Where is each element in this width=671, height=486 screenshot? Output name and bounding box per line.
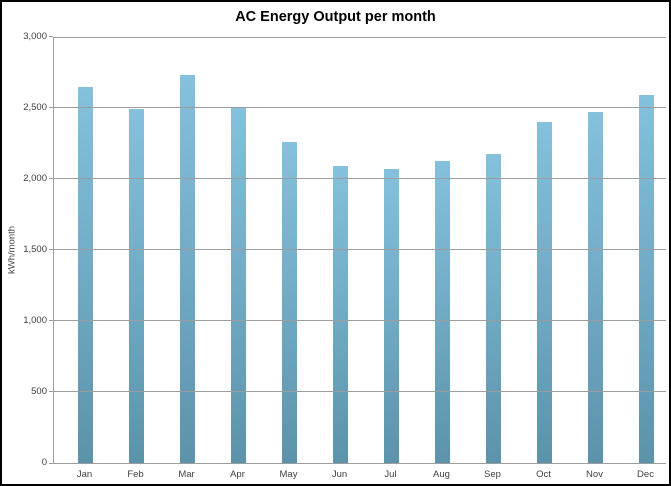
y-tick-3000 (49, 36, 53, 37)
gridline-1500 (54, 249, 666, 250)
bar-slot-mar (162, 37, 213, 463)
y-tick-label-500: 500 (31, 386, 47, 397)
x-tick-label-may: May (279, 469, 298, 480)
y-axis-labels: 0 500 1,000 1,500 2,000 2,500 3,000 (2, 31, 47, 468)
bar-slot-dec (621, 37, 669, 463)
y-tick-label-2000: 2,000 (23, 173, 47, 184)
x-tick-label-oct: Oct (536, 469, 551, 480)
y-tick-label-3000: 3,000 (23, 31, 47, 42)
bar-slot-jan (60, 37, 111, 463)
plot-area (49, 36, 666, 464)
x-tick-label-apr: Apr (230, 469, 245, 480)
bar-jun (333, 166, 348, 463)
x-tick-label-feb: Feb (127, 469, 144, 480)
bar-series (60, 37, 669, 463)
bar-slot-oct (519, 37, 570, 463)
bar-jul (384, 169, 399, 463)
x-tick-label-sep: Sep (484, 469, 501, 480)
gridline-3000 (54, 37, 666, 38)
y-tick-label-1500: 1,500 (23, 244, 47, 255)
x-axis-labels: Jan Feb Mar Apr May Jun Jul Aug Sep Oct Nov Dec (59, 468, 669, 482)
bar-oct (537, 121, 552, 463)
x-tick-label-jul: Jul (384, 469, 397, 480)
y-tick-label-2500: 2,500 (23, 102, 47, 113)
bar-slot-nov (570, 37, 621, 463)
bar-slot-aug (417, 37, 468, 463)
bar-slot-jul (366, 37, 417, 463)
gridline-2500 (54, 107, 666, 108)
chart-title: AC Energy Output per month (235, 9, 436, 25)
bar-may (282, 142, 297, 463)
bar-dec (639, 95, 654, 463)
bar-slot-jun (315, 37, 366, 463)
x-tick-label-mar: Mar (178, 469, 195, 480)
y-tick-1000 (49, 320, 53, 321)
bar-nov (588, 111, 603, 463)
y-tick-500 (49, 391, 53, 392)
x-tick-label-dec: Dec (637, 469, 654, 480)
bar-mar (180, 75, 195, 463)
x-tick-label-aug: Aug (433, 469, 450, 480)
y-tick-label-0: 0 (41, 457, 47, 468)
y-tick-0 (49, 463, 53, 464)
bar-slot-apr (213, 37, 264, 463)
bar-slot-feb (111, 37, 162, 463)
x-tick-label-nov: Nov (586, 469, 603, 480)
gridline-2000 (54, 178, 666, 179)
y-tick-2500 (49, 107, 53, 108)
gridline-1000 (54, 320, 666, 321)
x-tick-label-jun: Jun (331, 469, 348, 480)
bar-sep (486, 154, 501, 463)
bar-feb (129, 109, 144, 463)
bar-jan (78, 86, 93, 463)
y-tick-label-1000: 1,000 (23, 315, 47, 326)
y-tick-2000 (49, 178, 53, 179)
gridline-500 (54, 391, 666, 392)
bar-slot-may (264, 37, 315, 463)
x-tick-label-jan: Jan (76, 469, 93, 480)
y-tick-1500 (49, 249, 53, 250)
bar-aug (435, 161, 450, 463)
bar-slot-sep (468, 37, 519, 463)
bar-apr (231, 106, 246, 463)
